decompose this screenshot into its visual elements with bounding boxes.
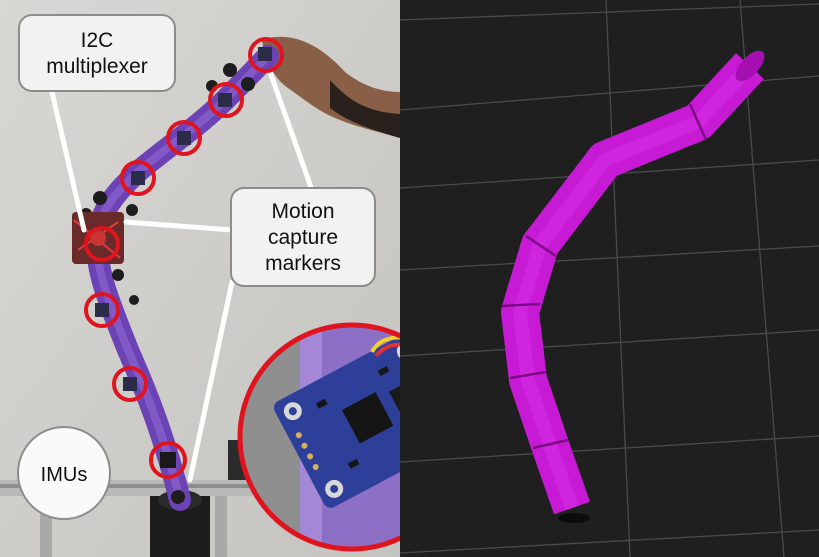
imu-ring bbox=[149, 441, 187, 479]
imus-label: IMUs bbox=[17, 426, 111, 520]
motion-label-line-1: Motion bbox=[271, 200, 335, 223]
imu-rings bbox=[84, 37, 284, 479]
i2c-multiplexer-label: I2C multiplexer bbox=[18, 14, 176, 92]
tube-shadow bbox=[558, 513, 590, 523]
motion-capture-label: Motion capture markers bbox=[230, 187, 376, 287]
imu-chips bbox=[95, 47, 272, 468]
imu-ring bbox=[166, 120, 202, 156]
render-panel bbox=[400, 0, 819, 557]
inset-border bbox=[237, 322, 400, 552]
render-tube bbox=[501, 50, 765, 523]
tube-end-cap bbox=[735, 50, 765, 82]
imu-ring bbox=[112, 366, 148, 402]
imu-ring bbox=[208, 82, 244, 118]
imu-ring bbox=[84, 226, 120, 262]
i2c-label-line-1: I2C bbox=[80, 29, 114, 52]
hand bbox=[262, 36, 400, 138]
tube-segment-joints bbox=[501, 103, 708, 450]
imu-ring bbox=[248, 37, 284, 73]
callout-lines bbox=[49, 69, 315, 483]
imus-label-text: IMUs bbox=[40, 464, 88, 486]
sensor-inset bbox=[240, 325, 400, 549]
imu-ring bbox=[84, 292, 120, 328]
motion-label-line-2: capture bbox=[267, 226, 339, 249]
render-grid bbox=[400, 0, 819, 557]
imu-ring bbox=[120, 160, 156, 196]
i2c-label-line-2: multiplexer bbox=[46, 55, 148, 78]
motion-label-line-3: markers bbox=[265, 252, 341, 275]
